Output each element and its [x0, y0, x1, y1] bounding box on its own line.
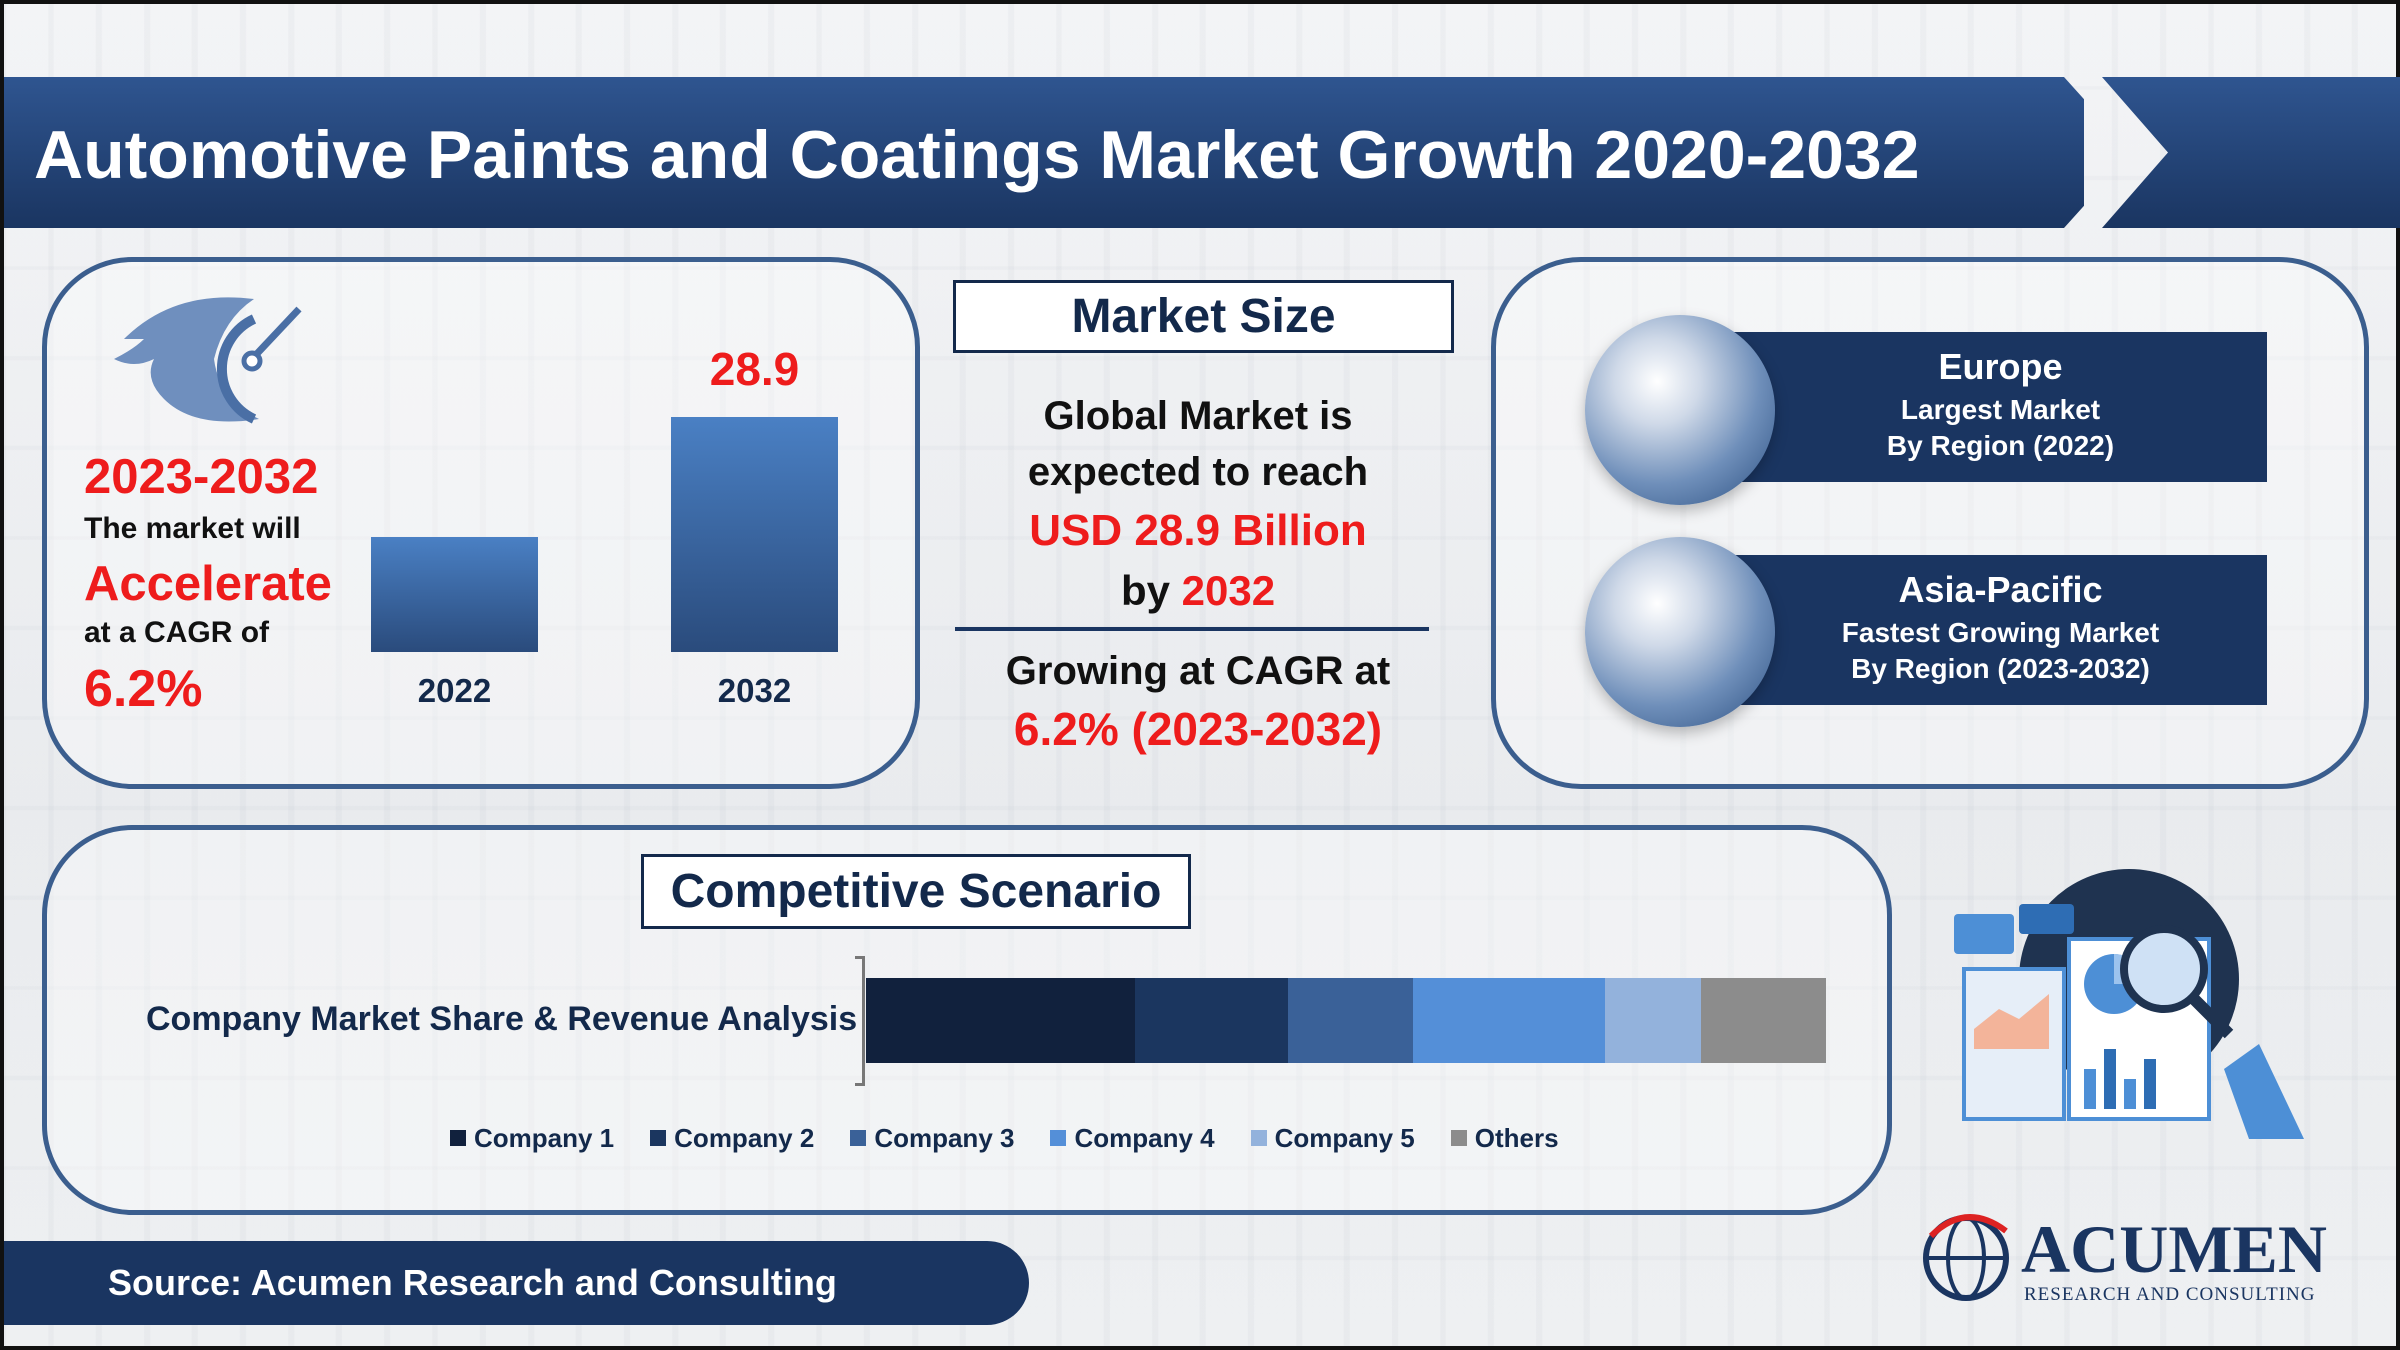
- share-label: Company Market Share & Revenue Analysis: [146, 1000, 858, 1038]
- region-name: Asia-Pacific: [1898, 569, 2103, 610]
- cagr-label: Growing at CAGR at: [1005, 649, 1391, 693]
- analytics-illustration: [1954, 869, 2304, 1139]
- page-title: Automotive Paints and Coatings Market Gr…: [34, 117, 1920, 193]
- legend-label: Company 1: [474, 1122, 615, 1153]
- market-size-line2: expected to reach: [1027, 450, 1369, 494]
- logo-name: ACUMEN: [2021, 1211, 2327, 1287]
- growth-period: 2023-2032: [84, 450, 319, 504]
- growth-line1: The market will: [84, 512, 301, 545]
- source-text: Source: Acumen Research and Consulting: [108, 1262, 837, 1303]
- market-size-value: USD 28.9 Billion: [1029, 506, 1367, 555]
- acumen-logo: ACUMEN RESEARCH AND CONSULTING: [1916, 1206, 2346, 1306]
- legend-label: Company 2: [674, 1122, 815, 1153]
- share-segment-company-4: [1413, 978, 1606, 1063]
- bar-2032: [671, 417, 838, 652]
- growth-cagr: 6.2%: [84, 660, 203, 718]
- cagr-value: 6.2% (2023-2032): [1013, 703, 1383, 755]
- globe-icon: [1585, 537, 1775, 727]
- legend-item: Company 2: [650, 1123, 814, 1154]
- region-name: Europe: [1938, 346, 2063, 387]
- legend-label: Company 4: [1074, 1122, 1215, 1153]
- legend-swatch: [850, 1130, 867, 1146]
- legend-label: Company 5: [1274, 1122, 1415, 1153]
- region-europe: Europe Largest Market By Region (2022): [1734, 332, 2267, 482]
- market-size-line3: by 2032: [953, 567, 1443, 615]
- bar-label-2032: 28.9: [709, 343, 800, 395]
- legend: Company 1 Company 2 Company 3 Company 4 Comp…: [450, 1122, 1595, 1154]
- x-tick-2022: 2022: [417, 672, 492, 709]
- market-share-bar: [866, 978, 1826, 1063]
- bracket: [855, 956, 865, 1086]
- target-year: 2032: [1181, 567, 1276, 614]
- logo-tagline: RESEARCH AND CONSULTING: [2024, 1284, 2316, 1305]
- header-chevron: [2102, 77, 2400, 228]
- legend-item: Company 1: [450, 1123, 614, 1154]
- source-banner: [4, 1241, 1029, 1325]
- region-desc: Fastest Growing Market: [1841, 617, 2160, 648]
- share-segment-others: [1701, 978, 1826, 1063]
- region-sub: By Region (2022): [1886, 430, 2115, 461]
- globe-logo-icon: [1923, 1214, 2009, 1301]
- legend-label: Company 3: [874, 1122, 1015, 1153]
- legend-item: Others: [1450, 1122, 1559, 1154]
- market-size-line1: Global Market is: [1043, 394, 1353, 438]
- share-segment-company-3: [1288, 978, 1414, 1063]
- x-tick-2032: 2032: [717, 672, 792, 709]
- market-size-title: Market Size: [953, 280, 1454, 353]
- by-text: by: [1120, 567, 1182, 614]
- legend-swatch: [1050, 1130, 1067, 1146]
- share-segment-company-5: [1605, 978, 1702, 1063]
- share-segment-company-2: [1134, 978, 1289, 1063]
- globe-icon: [1585, 315, 1775, 505]
- share-segment-company-1: [866, 978, 1135, 1063]
- divider: [955, 627, 1429, 631]
- legend-item: Company 4: [1050, 1122, 1215, 1154]
- legend-item: Company 3: [850, 1123, 1014, 1154]
- legend-swatch: [650, 1130, 667, 1146]
- growth-highlight: Accelerate: [84, 557, 332, 611]
- region-desc: Largest Market: [1900, 394, 2101, 425]
- competitive-title: Competitive Scenario: [641, 854, 1191, 929]
- growth-line2: at a CAGR of: [84, 616, 270, 649]
- header-banner: [4, 77, 2084, 228]
- region-sub: By Region (2023-2032): [1851, 653, 2150, 684]
- speedometer-icon: [114, 297, 302, 424]
- legend-swatch: [1450, 1130, 1467, 1146]
- legend-label: Others: [1474, 1122, 1559, 1153]
- legend-item: Company 5: [1250, 1122, 1415, 1154]
- legend-swatch: [1250, 1130, 1267, 1146]
- legend-swatch: [450, 1130, 466, 1146]
- region-asia-pacific: Asia-Pacific Fastest Growing Market By R…: [1734, 555, 2267, 705]
- bar-2022: [371, 536, 538, 652]
